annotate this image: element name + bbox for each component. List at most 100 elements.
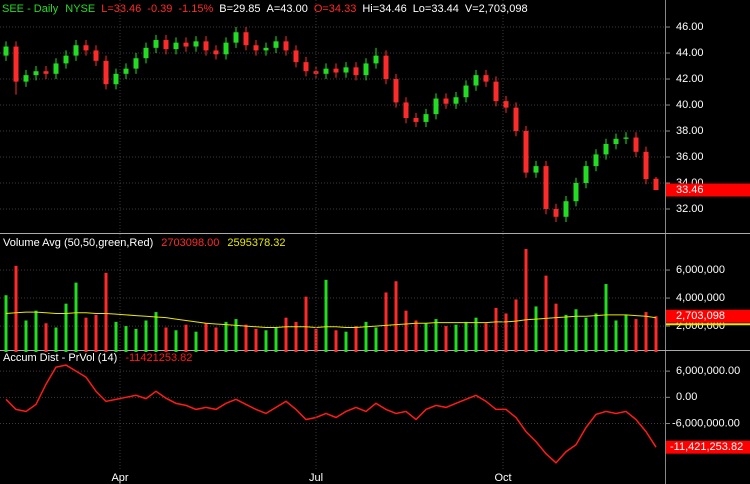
volume-bar bbox=[364, 321, 368, 352]
candle-body bbox=[3, 46, 9, 56]
volume-bar bbox=[464, 321, 468, 352]
accum-dist-line bbox=[5, 364, 657, 464]
volume-bar bbox=[264, 330, 268, 352]
volume-bar bbox=[4, 295, 8, 352]
y-tick-label: 2,000,000 bbox=[676, 320, 725, 332]
volume-bar bbox=[454, 324, 458, 352]
x-tick-label: Apr bbox=[111, 472, 128, 484]
volume-bar bbox=[534, 306, 538, 352]
candle-body bbox=[623, 137, 629, 139]
volume-bar bbox=[54, 327, 58, 352]
volume-bar bbox=[14, 265, 18, 352]
volume-bar bbox=[314, 328, 318, 352]
header-item: Lo=33.44 bbox=[413, 3, 459, 15]
y-tick-label: 38.00 bbox=[676, 125, 704, 137]
panel: 6,000,000.00 0.00 -6,000,000.00 -11,421,253… bbox=[0, 352, 750, 464]
y-tick-label: 46.00 bbox=[676, 21, 704, 33]
panel: 46.0044.0042.0040.0038.0036.0034.0032.00… bbox=[0, 21, 750, 222]
panel-legend: Accum Dist - PrVol (14) -11421253.82 bbox=[3, 352, 192, 364]
y-tick-label: 40.00 bbox=[676, 99, 704, 111]
volume-bar bbox=[244, 324, 248, 352]
header-item: A=43.00 bbox=[267, 3, 308, 15]
candle-body bbox=[43, 71, 49, 74]
volume-bar bbox=[134, 328, 138, 352]
candle-body bbox=[173, 42, 179, 50]
candle-body bbox=[83, 45, 89, 51]
last-value-label: -11,421,253.82 bbox=[670, 441, 743, 453]
volume-bar bbox=[604, 284, 608, 352]
header-item: NYSE bbox=[65, 3, 95, 15]
candle-body bbox=[523, 131, 529, 173]
volume-bar bbox=[504, 313, 508, 352]
volume-bar bbox=[164, 327, 168, 352]
volume-bar bbox=[24, 320, 28, 352]
volume-bar bbox=[654, 316, 658, 352]
y-tick-label: 44.00 bbox=[676, 47, 704, 59]
volume-bar bbox=[184, 324, 188, 352]
candle-body bbox=[633, 137, 639, 152]
volume-bar bbox=[404, 310, 408, 352]
candle-body bbox=[553, 208, 559, 217]
volume-bar bbox=[484, 323, 488, 352]
volume-bar bbox=[274, 327, 278, 352]
candle-body bbox=[333, 68, 339, 73]
y-tick-label: 6,000,000 bbox=[676, 264, 725, 276]
candle-body bbox=[493, 81, 499, 102]
candle-body bbox=[203, 41, 209, 51]
header-item: O=34.33 bbox=[314, 3, 357, 15]
candle-body bbox=[323, 68, 329, 74]
volume-bar bbox=[564, 314, 568, 352]
candle-body bbox=[413, 118, 419, 122]
candle-body bbox=[113, 73, 119, 85]
candle-body bbox=[463, 85, 469, 98]
candle-body bbox=[613, 138, 619, 145]
volume-bar bbox=[64, 303, 68, 352]
candle-body bbox=[133, 58, 139, 69]
volume-bar bbox=[84, 317, 88, 352]
candle-body bbox=[373, 55, 379, 64]
candle-body bbox=[103, 60, 109, 85]
legend-value: 2703098.00 bbox=[161, 237, 219, 249]
volume-bar bbox=[124, 326, 128, 352]
volume-bar bbox=[204, 323, 208, 352]
volume-bar bbox=[444, 326, 448, 352]
candle-body bbox=[163, 40, 169, 50]
last-value-box bbox=[666, 440, 750, 454]
candle-body bbox=[273, 41, 279, 48]
candle-body bbox=[13, 46, 19, 82]
y-tick-label: 32.00 bbox=[676, 203, 704, 215]
x-tick-label: Oct bbox=[494, 472, 511, 484]
y-tick-label: 4,000,000 bbox=[676, 292, 725, 304]
last-price-box bbox=[666, 183, 750, 197]
y-tick-label: 6,000,000.00 bbox=[676, 365, 740, 377]
volume-bar bbox=[34, 310, 38, 352]
y-tick-label: 42.00 bbox=[676, 73, 704, 85]
volume-bar bbox=[304, 296, 308, 352]
candle-body bbox=[213, 50, 219, 55]
candle-body bbox=[533, 166, 539, 173]
candle-body bbox=[223, 42, 229, 55]
volume-bar bbox=[104, 272, 108, 352]
last-volume-box bbox=[666, 309, 750, 323]
volume-bar bbox=[624, 314, 628, 352]
volume-bar bbox=[144, 320, 148, 352]
candle-body bbox=[403, 102, 409, 119]
volume-bar bbox=[644, 312, 648, 352]
volume-bar bbox=[544, 275, 548, 352]
volume-bar bbox=[114, 321, 118, 352]
y-tick-label: 36.00 bbox=[676, 151, 704, 163]
candle-body bbox=[393, 79, 399, 103]
candle-body bbox=[383, 55, 389, 80]
last-volume-label: 2,703,098 bbox=[676, 310, 725, 322]
y-tick-label: -6,000,000.00 bbox=[672, 417, 740, 429]
panel-title: Accum Dist - PrVol (14) bbox=[3, 352, 117, 364]
candle-body bbox=[183, 42, 189, 47]
candle-body bbox=[93, 50, 99, 61]
candle-body bbox=[473, 75, 479, 86]
candle-body bbox=[123, 68, 129, 74]
volume-bar bbox=[424, 323, 428, 352]
header-item: -1.15% bbox=[178, 3, 213, 15]
volume-bar bbox=[494, 307, 498, 352]
candle-body bbox=[143, 47, 149, 59]
